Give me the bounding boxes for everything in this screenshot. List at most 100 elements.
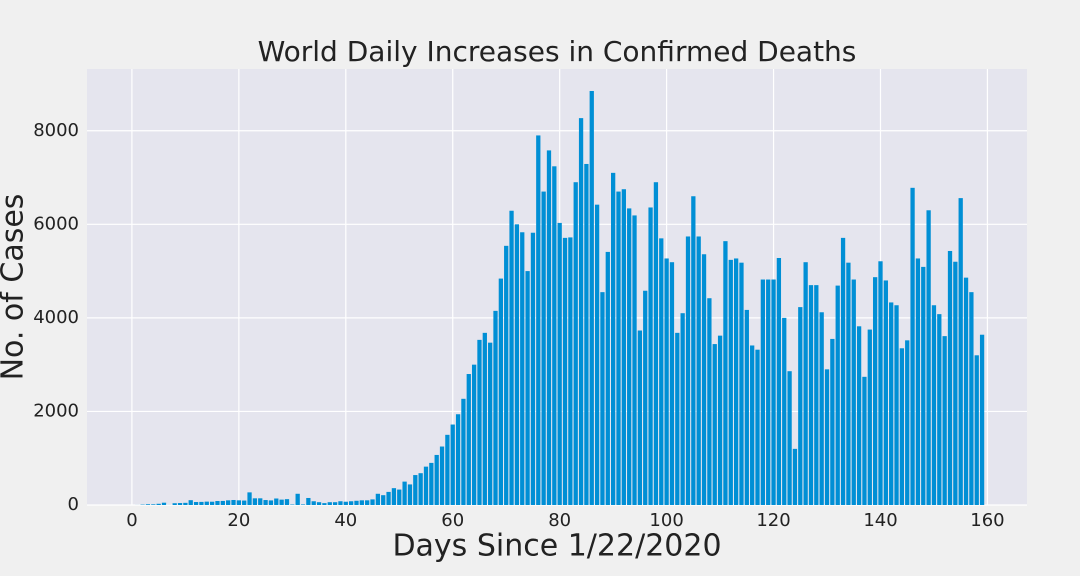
- bar: [931, 305, 937, 505]
- bar: [739, 262, 744, 505]
- bar: [402, 481, 407, 505]
- bar: [514, 224, 520, 506]
- bar: [873, 277, 878, 505]
- bar: [268, 500, 274, 505]
- bar: [258, 498, 263, 505]
- y-tick-label: 2000: [33, 400, 79, 421]
- bar: [701, 254, 707, 505]
- bar: [798, 307, 803, 505]
- bar: [199, 501, 204, 505]
- bar: [776, 257, 782, 505]
- bar: [905, 340, 910, 505]
- bar: [664, 258, 669, 505]
- bar: [493, 310, 498, 505]
- bar: [338, 501, 343, 505]
- bar: [824, 369, 830, 505]
- bar: [209, 501, 215, 505]
- bar: [386, 491, 391, 505]
- bar: [466, 374, 471, 505]
- bar: [835, 285, 840, 505]
- bar: [204, 501, 209, 505]
- bar: [648, 207, 653, 505]
- bar: [653, 182, 659, 505]
- bar: [584, 163, 589, 505]
- bar: [937, 314, 942, 505]
- bar: [226, 500, 231, 505]
- bar: [193, 502, 199, 505]
- bar: [830, 338, 835, 505]
- bar: [808, 285, 814, 505]
- bar: [942, 336, 947, 505]
- y-axis-label: No. of Cases: [0, 194, 31, 381]
- bar: [915, 258, 921, 505]
- bar: [632, 215, 637, 505]
- bar: [391, 488, 397, 505]
- bar: [552, 166, 557, 505]
- bar: [899, 348, 905, 505]
- bar: [418, 473, 423, 505]
- x-tick-label: 0: [126, 510, 137, 531]
- bar: [397, 489, 402, 505]
- bar: [161, 502, 167, 505]
- bar: [787, 371, 792, 505]
- bar: [471, 364, 477, 505]
- bar: [407, 484, 413, 505]
- bar: [381, 495, 386, 505]
- y-tick-label: 0: [68, 494, 79, 515]
- bar: [546, 150, 552, 505]
- bar: [659, 238, 664, 505]
- bar: [669, 262, 675, 505]
- chart-title: World Daily Increases in Confirmed Death…: [258, 35, 857, 68]
- x-tick-label: 140: [863, 510, 897, 531]
- bar: [867, 329, 872, 505]
- bar: [354, 500, 359, 505]
- bar: [771, 279, 776, 505]
- bar: [439, 446, 445, 505]
- bar: [621, 189, 626, 505]
- bar: [375, 493, 381, 505]
- bar: [300, 504, 306, 505]
- bar: [691, 196, 696, 505]
- bar: [156, 503, 161, 505]
- bar: [611, 172, 616, 506]
- bar: [573, 182, 578, 505]
- bar: [846, 262, 851, 505]
- bar: [675, 332, 680, 505]
- bar: [236, 500, 241, 505]
- bar: [413, 475, 418, 505]
- bar: [188, 500, 193, 505]
- bar: [974, 355, 979, 505]
- bar: [979, 334, 985, 505]
- bar: [717, 335, 723, 505]
- x-tick-label: 20: [227, 510, 250, 531]
- bar: [530, 232, 536, 506]
- bar: [562, 237, 568, 505]
- bar: [429, 462, 434, 505]
- bar: [295, 493, 300, 505]
- bar: [840, 237, 846, 505]
- bar: [707, 298, 712, 505]
- bar: [883, 280, 888, 505]
- bar: [247, 492, 252, 505]
- bar: [509, 210, 514, 506]
- bar: [349, 501, 354, 505]
- bar: [279, 499, 284, 505]
- bar: [274, 498, 279, 505]
- bar: [712, 344, 717, 505]
- bar: [921, 266, 926, 505]
- bar: [643, 290, 648, 505]
- bar: [760, 279, 765, 505]
- bar: [750, 345, 755, 505]
- bar: [343, 501, 348, 505]
- y-tick-label: 8000: [33, 120, 79, 141]
- bar: [557, 222, 562, 506]
- bar: [263, 500, 268, 505]
- bar: [215, 501, 220, 505]
- bar: [434, 454, 439, 505]
- bar: [455, 414, 461, 505]
- x-tick-label: 80: [548, 510, 571, 531]
- bar: [332, 502, 338, 505]
- bar: [589, 90, 594, 505]
- bar: [685, 236, 691, 506]
- bar: [605, 251, 610, 505]
